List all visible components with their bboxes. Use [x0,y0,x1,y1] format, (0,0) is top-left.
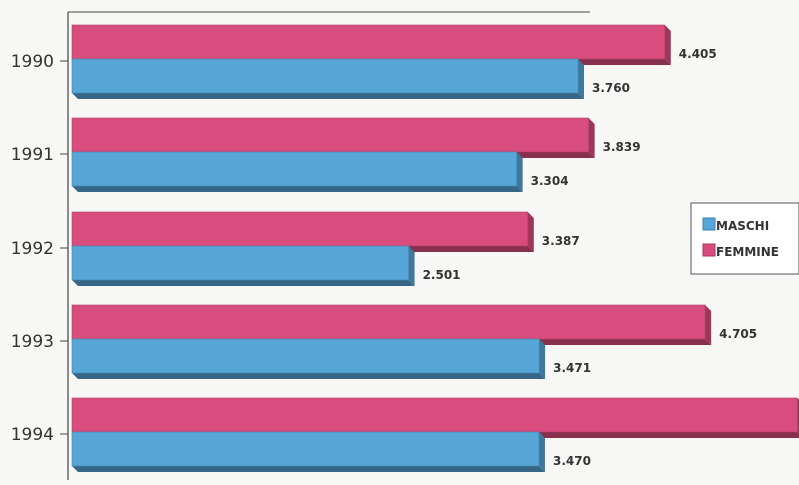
bar-side-femmine-1990 [664,25,671,65]
legend-swatch-maschi [702,217,716,231]
value-label-femmine-1990: 4.405 [679,47,717,61]
year-label-1991: 1991 [11,145,54,165]
legend-label-femmine: FEMMINE [716,245,779,259]
bar-side-maschi-1994 [538,432,545,472]
bar-maschi-1993 [71,338,540,374]
bar-side-femmine-1992 [527,212,534,252]
bar-side-maschi-1992 [408,246,415,286]
bar-side-femmine-1993 [705,305,712,345]
value-label-femmine-1992: 3.387 [542,234,580,248]
bar-side-femmine-1991 [588,118,595,158]
bar-maschi-1994 [71,431,540,467]
bar-side-maschi-1991 [516,152,523,192]
bar-femmine-1994 [71,397,798,433]
bar-bottom-maschi-1990 [72,93,584,99]
labels-layer: 1990 4.405 3.760 1991 3.839 3.304 1992 3.387 2.5… [11,47,757,468]
value-label-maschi-1993: 3.471 [553,361,591,375]
bars-layer [71,24,799,472]
value-label-femmine-1991: 3.839 [603,140,641,154]
bar-bottom-maschi-1991 [72,186,523,192]
value-label-maschi-1991: 3.304 [531,174,569,188]
bar-bottom-maschi-1994 [72,466,545,472]
bar-femmine-1991 [71,117,589,153]
bar-maschi-1991 [71,151,517,187]
legend-box [690,202,799,275]
bar-bottom-maschi-1992 [72,280,415,286]
bar-femmine-1990 [71,24,666,60]
value-label-maschi-1992: 2.501 [423,268,461,282]
bar-side-maschi-1993 [539,339,546,379]
bar-bottom-maschi-1993 [72,373,546,379]
value-label-maschi-1990: 3.760 [592,81,630,95]
bar-side-maschi-1990 [578,59,584,99]
legend-label-maschi: MASCHI [716,219,769,233]
year-label-1993: 1993 [11,332,54,352]
year-label-1990: 1990 [11,52,54,72]
value-label-maschi-1994: 3.470 [553,454,591,468]
bar-femmine-1993 [71,304,706,340]
legend: MASCHI FEMMINE [690,202,799,275]
year-label-1994: 1994 [11,425,54,445]
bar-maschi-1992 [71,245,409,281]
year-label-1992: 1992 [11,239,54,259]
legend-swatch-femmine [702,243,716,257]
bar-femmine-1992 [71,211,529,247]
value-label-femmine-1993: 4.705 [719,327,757,341]
bar-maschi-1990 [71,58,579,94]
